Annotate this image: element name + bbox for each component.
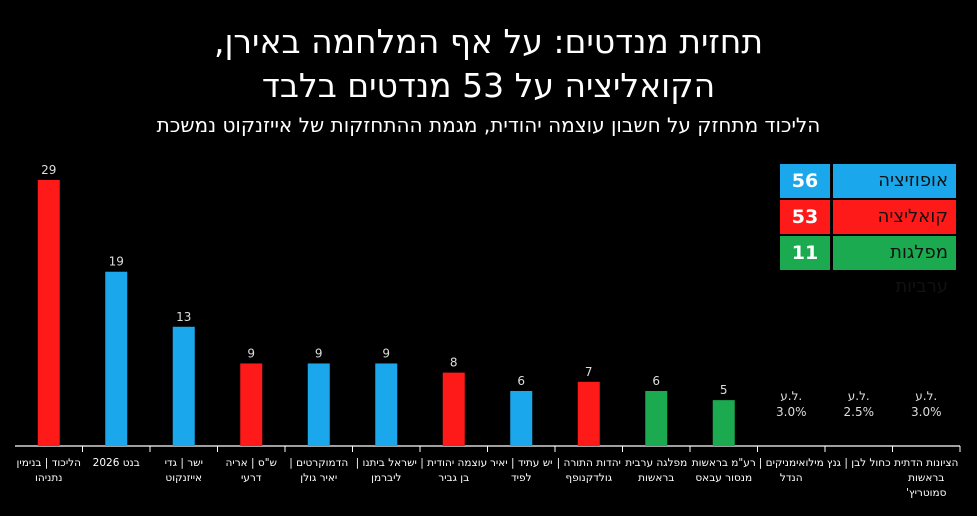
x-tick-label: סמוטריץ' xyxy=(906,487,947,499)
below-threshold-label: 3.0% xyxy=(911,405,942,419)
x-tick-label: הליכוד | בנימין xyxy=(17,457,82,469)
legend-value-coalition: 53 xyxy=(780,200,830,234)
legend-item-opposition: 56 אופוזיציה xyxy=(780,164,956,198)
x-tick-label: ש"ס | אריה xyxy=(226,457,277,469)
bar-value-label: 13 xyxy=(176,310,191,324)
legend-item-arab-parties: 11 מפלגות ערביות xyxy=(780,236,956,297)
x-tick-label: לפיד xyxy=(511,472,532,484)
legend-value-opposition: 56 xyxy=(780,164,830,198)
bar xyxy=(240,363,263,446)
bar-value-label: 7 xyxy=(585,365,593,379)
bar-value-label: 9 xyxy=(315,346,323,360)
x-tick-label: עוצמה יהודית | xyxy=(420,457,487,469)
bar-value-label: 6 xyxy=(652,374,660,388)
bar xyxy=(37,180,60,446)
x-tick-label: בן גביר xyxy=(438,472,469,484)
bar-value-label: 9 xyxy=(382,346,390,360)
x-tick-label: רע"מ בראשות xyxy=(692,457,756,469)
chart-subtitle: הליכוד מתחזק על חשבון עוצמה יהודית, מגמת… xyxy=(156,113,821,137)
x-tick-label: יהדות התורה | xyxy=(557,457,621,469)
legend-label-coalition: קואליציה xyxy=(833,200,956,234)
x-tick-label: ישראל ביתנו | xyxy=(356,457,417,469)
bar-value-label: 6 xyxy=(517,374,525,388)
bar-value-label: 9 xyxy=(247,346,255,360)
bar xyxy=(442,372,465,446)
x-tick-label: בנט 2026 xyxy=(93,457,140,469)
x-tick-label: כחול לבן | גנץ xyxy=(827,457,891,469)
below-threshold-label: ל.ע. xyxy=(780,389,802,403)
bar-value-label: 29 xyxy=(41,163,56,177)
bar xyxy=(510,390,533,446)
below-threshold-label: 3.0% xyxy=(776,405,807,419)
x-tick-label: דרעי xyxy=(241,472,262,484)
x-tick-label: יאיר גולן xyxy=(300,472,337,484)
x-tick-label: בראשות xyxy=(638,472,674,484)
x-tick-label: הציונות הדתית xyxy=(894,457,958,469)
bar-value-label: 19 xyxy=(109,255,124,269)
bar xyxy=(307,363,330,446)
bar xyxy=(375,363,398,446)
legend-item-coalition: 53 קואליציה xyxy=(780,200,956,234)
x-tick-label: ישר | גדי xyxy=(165,457,203,469)
bar xyxy=(577,381,600,446)
legend-label-arab-parties: מפלגות ערביות xyxy=(833,236,956,297)
x-tick-label: גולדקנופף xyxy=(565,472,612,484)
x-tick-label: יש עתיד | יאיר xyxy=(490,457,553,469)
x-tick-label: בראשות xyxy=(908,472,944,484)
bar-value-label: 8 xyxy=(450,356,458,370)
below-threshold-label: 2.5% xyxy=(844,405,875,419)
x-tick-label: הדמוקרטים | xyxy=(289,457,348,469)
bar xyxy=(172,326,195,446)
x-tick-label: ליברמן xyxy=(371,472,401,484)
x-tick-label: אייזנקוט xyxy=(165,472,202,484)
bar xyxy=(645,390,668,446)
bar xyxy=(105,271,128,446)
chart-title-line2: הקואליציה על 53 מנדטים בלבד xyxy=(261,66,716,105)
below-threshold-label: ל.ע. xyxy=(848,389,870,403)
bar xyxy=(712,400,735,446)
legend-label-opposition: אופוזיציה xyxy=(833,164,956,198)
chart-title-line1: תחזית מנדטים: על אף המלחמה באירן, xyxy=(213,22,764,61)
below-threshold-label: ל.ע. xyxy=(915,389,937,403)
x-tick-label: הנדל xyxy=(780,472,803,484)
x-tick-label: מנסור עבאס xyxy=(695,472,752,484)
x-tick-label: מפלגה ערבית xyxy=(625,457,687,469)
legend-value-arab-parties: 11 xyxy=(780,236,830,270)
x-tick-label: מילואימניקים | xyxy=(759,457,824,469)
x-tick-label: נתניהו xyxy=(35,472,62,484)
bar-value-label: 5 xyxy=(720,383,728,397)
